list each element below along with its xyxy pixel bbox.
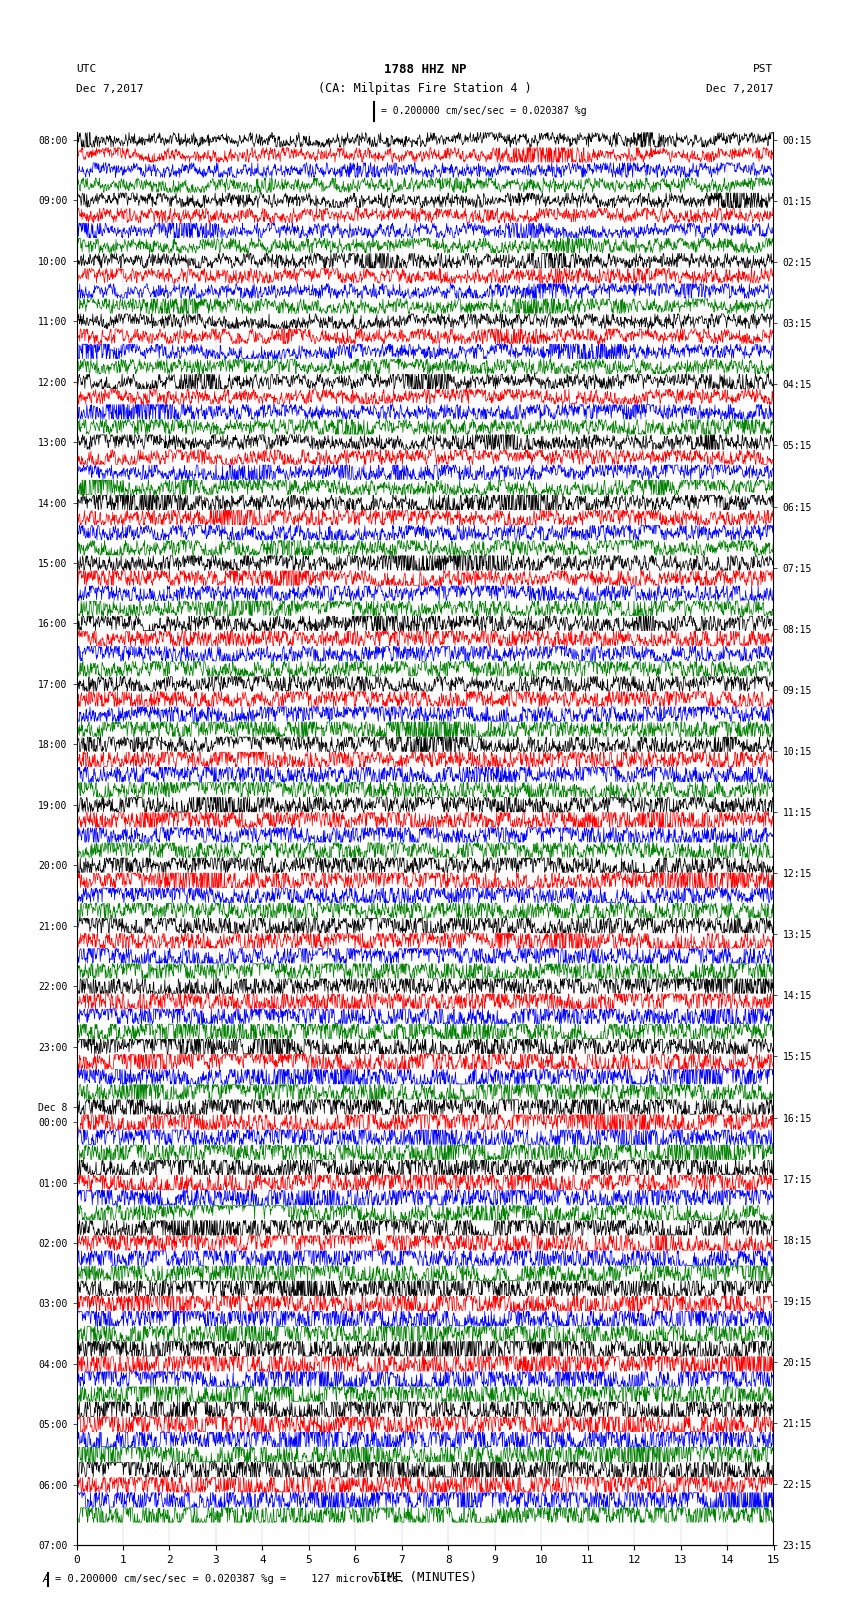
Text: Dec 7,2017: Dec 7,2017 <box>706 84 774 94</box>
Text: Dec 7,2017: Dec 7,2017 <box>76 84 144 94</box>
Text: A: A <box>42 1574 49 1584</box>
X-axis label: TIME (MINUTES): TIME (MINUTES) <box>372 1571 478 1584</box>
Text: (CA: Milpitas Fire Station 4 ): (CA: Milpitas Fire Station 4 ) <box>318 82 532 95</box>
Text: UTC: UTC <box>76 65 97 74</box>
Text: 1788 HHZ NP: 1788 HHZ NP <box>383 63 467 76</box>
Text: = 0.200000 cm/sec/sec = 0.020387 %g =    127 microvolts.: = 0.200000 cm/sec/sec = 0.020387 %g = 12… <box>55 1574 405 1584</box>
Text: PST: PST <box>753 65 774 74</box>
Text: = 0.200000 cm/sec/sec = 0.020387 %g: = 0.200000 cm/sec/sec = 0.020387 %g <box>381 106 586 116</box>
